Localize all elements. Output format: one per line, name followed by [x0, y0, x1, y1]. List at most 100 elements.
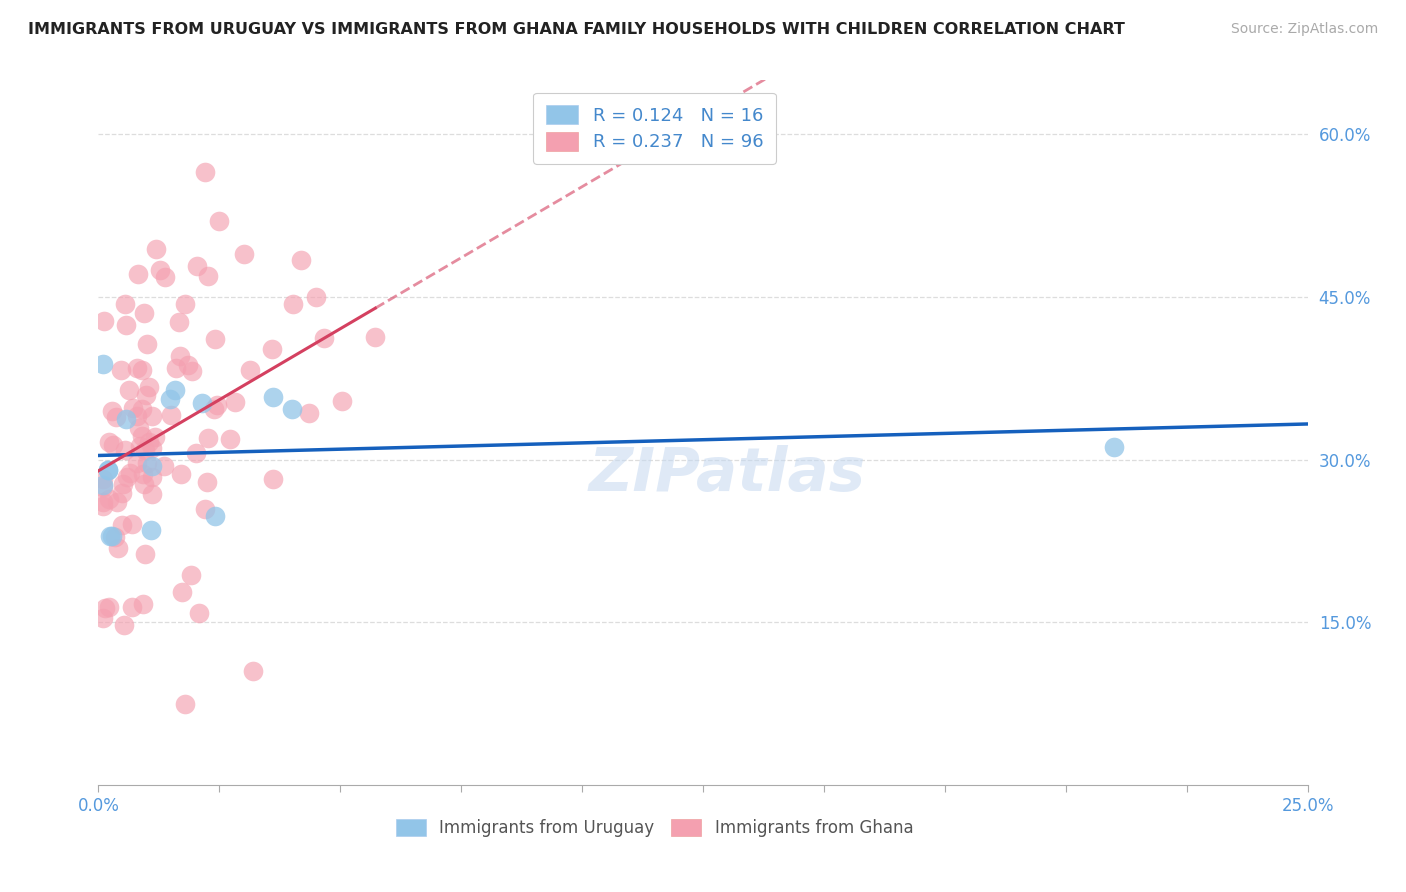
Point [100, 404, 122, 418]
Point [111, 486, 134, 500]
Point [118, 467, 141, 481]
Point [91, 611, 114, 625]
Point [127, 267, 149, 281]
Point [97, 463, 120, 477]
Point [134, 476, 156, 491]
Point [121, 600, 143, 615]
Point [305, 289, 328, 303]
Point [97, 492, 120, 507]
Point [141, 441, 163, 455]
Point [197, 431, 219, 445]
Point [219, 432, 242, 446]
Point [107, 541, 129, 556]
Point [149, 263, 172, 277]
Point [194, 165, 217, 179]
Point [131, 362, 153, 376]
Point [180, 568, 202, 582]
Point [98, 528, 121, 542]
Point [197, 269, 219, 284]
Point [290, 252, 312, 267]
Point [136, 337, 159, 351]
Point [91, 357, 114, 371]
Point [242, 664, 264, 678]
Point [208, 214, 231, 228]
Point [165, 361, 187, 376]
Point [132, 467, 155, 481]
Point [204, 509, 226, 524]
Point [298, 406, 321, 420]
Point [134, 442, 156, 457]
Point [239, 362, 262, 376]
Point [131, 429, 153, 443]
Point [127, 361, 149, 376]
Point [114, 297, 136, 311]
Point [129, 438, 152, 452]
Point [186, 446, 208, 460]
Point [107, 495, 129, 509]
Point [1102, 440, 1125, 454]
Point [262, 471, 284, 485]
Point [132, 597, 155, 611]
Text: IMMIGRANTS FROM URUGUAY VS IMMIGRANTS FROM GHANA FAMILY HOUSEHOLDS WITH CHILDREN: IMMIGRANTS FROM URUGUAY VS IMMIGRANTS FR… [28, 22, 1125, 37]
Point [91, 472, 114, 486]
Point [122, 401, 145, 415]
Point [118, 383, 141, 397]
Point [97, 463, 120, 477]
Point [135, 456, 157, 470]
Point [232, 246, 254, 260]
Point [115, 470, 138, 484]
Text: ZIPatlas: ZIPatlas [589, 445, 866, 504]
Point [170, 467, 193, 482]
Point [141, 409, 163, 423]
Point [281, 297, 304, 311]
Point [177, 358, 200, 372]
Point [134, 547, 156, 561]
Point [167, 315, 190, 329]
Point [98, 435, 121, 450]
Point [173, 296, 195, 310]
Point [169, 349, 191, 363]
Point [125, 409, 148, 423]
Point [186, 259, 208, 273]
Point [111, 518, 134, 533]
Point [141, 459, 163, 474]
Point [127, 456, 149, 470]
Point [195, 475, 218, 489]
Point [224, 394, 246, 409]
Point [110, 363, 132, 377]
Point [138, 379, 160, 393]
Point [121, 517, 143, 532]
Point [143, 430, 166, 444]
Point [94, 601, 117, 615]
Point [93, 314, 115, 328]
Point [104, 530, 127, 544]
Point [114, 443, 136, 458]
Point [128, 421, 150, 435]
Point [163, 384, 186, 398]
Point [112, 618, 135, 632]
Point [138, 434, 160, 449]
Point [91, 499, 114, 513]
Point [174, 697, 197, 711]
Point [152, 458, 174, 473]
Point [141, 523, 163, 537]
Point [101, 528, 124, 542]
Point [159, 392, 181, 406]
Point [91, 480, 114, 494]
Point [145, 242, 167, 256]
Point [188, 607, 211, 621]
Point [170, 584, 193, 599]
Legend: Immigrants from Uruguay, Immigrants from Ghana: Immigrants from Uruguay, Immigrants from… [389, 812, 920, 844]
Point [114, 412, 136, 426]
Point [104, 409, 127, 424]
Point [364, 330, 387, 344]
Point [160, 408, 183, 422]
Point [262, 342, 284, 356]
Text: Source: ZipAtlas.com: Source: ZipAtlas.com [1230, 22, 1378, 37]
Point [204, 332, 226, 346]
Point [153, 270, 176, 285]
Point [262, 391, 284, 405]
Point [180, 364, 202, 378]
Point [112, 477, 135, 491]
Point [101, 438, 124, 452]
